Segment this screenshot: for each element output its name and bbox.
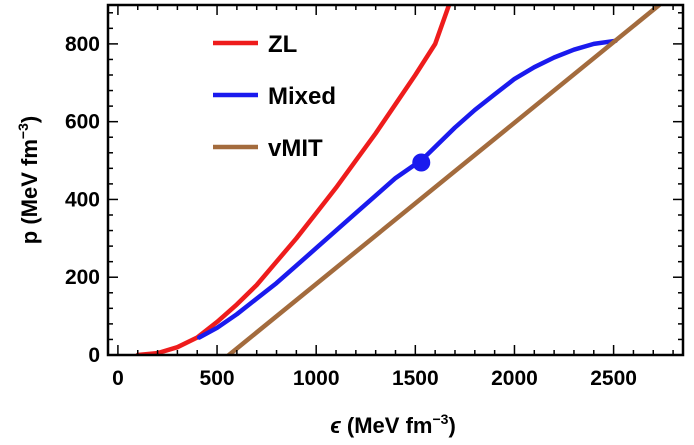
y-tick-label: 400 (65, 188, 100, 211)
series-layer (135, 5, 662, 355)
legend: ZL Mixed vMIT (213, 31, 336, 162)
x-axis-unit: (MeV fm (341, 413, 433, 438)
x-axis-unit-exponent: −3 (432, 411, 448, 427)
y-tick-label: 200 (65, 266, 100, 289)
y-axis-unit-close: ) (17, 116, 42, 123)
series-line-vmit (226, 5, 662, 355)
series-line-zl (135, 5, 452, 355)
y-axis-unit-exponent: −3 (15, 123, 31, 139)
x-tick-label: 500 (200, 367, 235, 390)
x-tick-label: 1000 (293, 367, 340, 390)
x-tick-label: 2000 (491, 367, 538, 390)
x-axis-symbol: ϵ (330, 413, 341, 438)
legend-label-zl: ZL (268, 31, 297, 58)
y-tick-label: 800 (65, 33, 100, 56)
mixed-marker-point (412, 153, 431, 172)
x-axis-label: ϵ (MeV fm−3) (330, 411, 456, 438)
y-tick-label: 0 (88, 344, 100, 367)
y-axis-label: p (MeV fm−3) (15, 116, 42, 244)
x-tick-label: 1500 (392, 367, 439, 390)
y-axis-unit: p (MeV fm (17, 139, 42, 244)
legend-label-mixed: Mixed (268, 83, 336, 110)
ticks-layer: 0 500 1000 1500 2000 2500 0 200 400 600 800 (65, 5, 683, 390)
legend-label-vmit: vMIT (268, 135, 323, 162)
x-tick-label: 2500 (590, 367, 637, 390)
x-axis-unit-close: ) (448, 413, 455, 438)
y-tick-label: 600 (65, 111, 100, 134)
plot-frame (106, 3, 685, 357)
x-tick-label: 0 (112, 367, 124, 390)
